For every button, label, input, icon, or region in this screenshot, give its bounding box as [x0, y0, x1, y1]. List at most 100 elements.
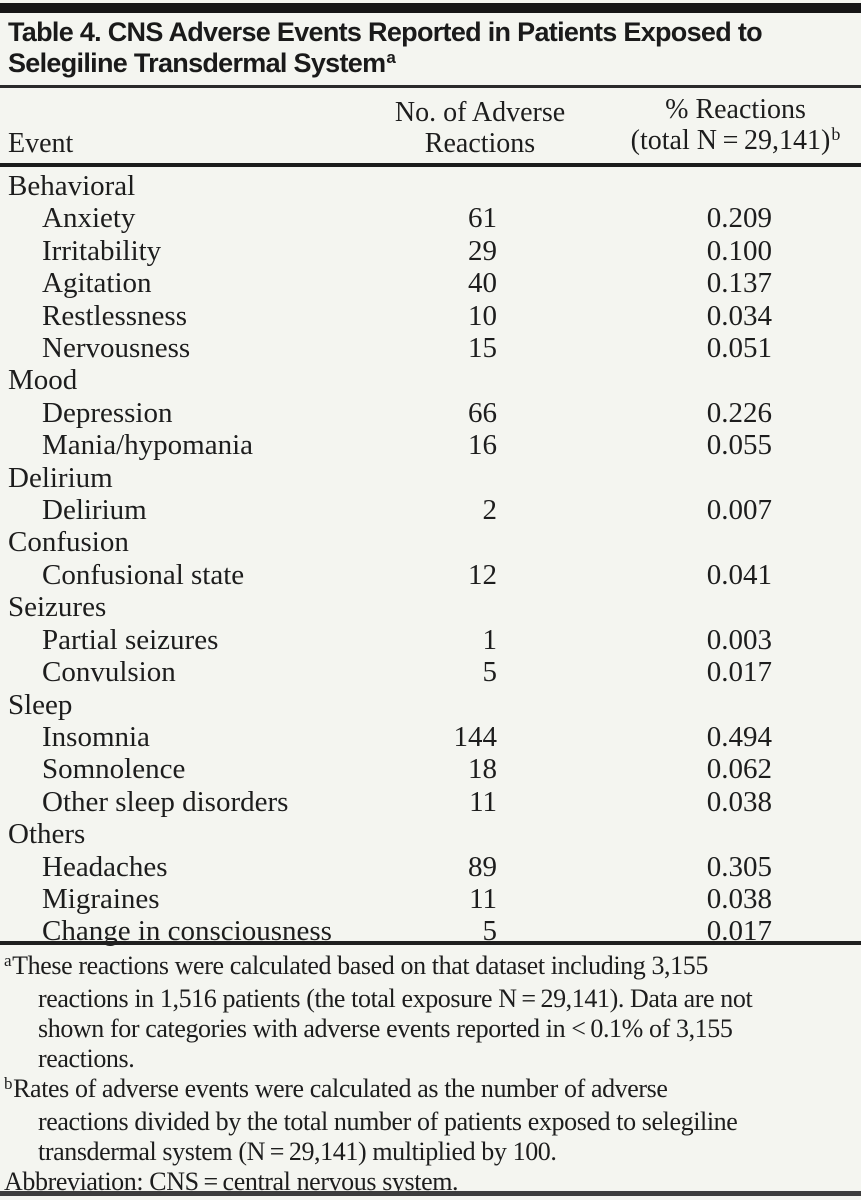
- pct-cell: 0.034: [706, 299, 772, 332]
- column-header-pct-line2: (total N = 29,141)b: [610, 124, 861, 159]
- table-row-item: Depression 66 0.226: [0, 397, 861, 429]
- count-cell: 11: [469, 785, 497, 818]
- footnote-line: reactions divided by the total number of…: [38, 1107, 738, 1136]
- table-title-line1: Table 4. CNS Adverse Events Reported in …: [8, 17, 763, 47]
- event-cell: Convulsion: [42, 656, 176, 689]
- count-cell: 66: [468, 396, 497, 429]
- footnote-line-first: bRates of adverse events were calculated…: [4, 1074, 668, 1103]
- column-header-count-line2: Reactions: [424, 128, 536, 159]
- event-cell: Headaches: [42, 850, 168, 883]
- count-cell: 10: [468, 299, 497, 332]
- table-row-item: Restlessness 10 0.034: [0, 300, 861, 332]
- table-row-category: Delirium: [0, 462, 861, 494]
- event-cell: Seizures: [8, 591, 107, 624]
- event-cell: Nervousness: [42, 332, 191, 365]
- table-row-item: Headaches 89 0.305: [0, 851, 861, 883]
- pct-cell: [610, 462, 861, 494]
- title-footnote-marker: a: [386, 48, 396, 67]
- table-row-item: Partial seizures 1 0.003: [0, 624, 861, 656]
- column-header-count-line1: No. of Adverse: [394, 97, 566, 128]
- pct-cell: [610, 689, 861, 721]
- event-cell: Others: [8, 818, 86, 851]
- count-cell: [350, 591, 610, 623]
- footnote-line: transdermal system (N = 29,141) multipli…: [38, 1137, 557, 1166]
- count-cell: 18: [468, 753, 497, 786]
- footnote-line: reactions.: [38, 1044, 135, 1073]
- title-rule: [0, 85, 861, 88]
- count-cell: 1: [482, 623, 498, 656]
- event-cell: Depression: [42, 396, 173, 429]
- pct-cell: 0.062: [706, 753, 772, 786]
- pct-cell: 0.007: [706, 494, 772, 527]
- footnote-line-first: aThese reactions were calculated based o…: [4, 951, 708, 980]
- event-cell: Sleep: [8, 688, 73, 721]
- event-cell: Delirium: [8, 461, 113, 494]
- event-cell: Irritability: [42, 234, 162, 267]
- count-cell: 40: [468, 267, 497, 300]
- pct-cell: [610, 591, 861, 623]
- table-row-category: Behavioral: [0, 165, 861, 202]
- event-cell: Mania/hypomania: [42, 429, 254, 462]
- table-title: Table 4. CNS Adverse Events Reported in …: [8, 17, 856, 82]
- count-cell: 89: [468, 850, 497, 883]
- event-cell: Migraines: [42, 882, 160, 915]
- event-cell: Behavioral: [8, 170, 136, 202]
- table-row-category: Mood: [0, 364, 861, 396]
- event-cell: Insomnia: [42, 720, 150, 753]
- table-row-item: Delirium 2 0.007: [0, 494, 861, 526]
- count-cell: 16: [468, 429, 497, 462]
- table-row-item: Agitation 40 0.137: [0, 267, 861, 299]
- pct-cell: 0.038: [706, 882, 772, 915]
- table-row-category: Sleep: [0, 689, 861, 721]
- count-cell: [350, 165, 610, 202]
- pct-cell: 0.051: [706, 332, 772, 365]
- table-row-category: Seizures: [0, 591, 861, 623]
- table-row-item: Mania/hypomania 16 0.055: [0, 429, 861, 461]
- column-header-pct: % Reactions (total N = 29,141)b: [610, 90, 861, 167]
- event-cell: Confusional state: [42, 558, 245, 591]
- count-cell: [350, 364, 610, 396]
- column-header-count: No. of Adverse Reactions: [350, 90, 610, 167]
- event-cell: Anxiety: [42, 202, 136, 235]
- event-cell: Other sleep disorders: [42, 785, 289, 818]
- column-header-pct-line2-text: (total N = 29,141): [630, 125, 831, 156]
- count-cell: 29: [468, 234, 497, 267]
- count-cell: [350, 818, 610, 850]
- table-row-category: Confusion: [0, 526, 861, 558]
- table-row-item: Anxiety 61 0.209: [0, 202, 861, 234]
- pct-cell: [610, 165, 861, 202]
- count-cell: [350, 689, 610, 721]
- adverse-events-table: Event No. of Adverse Reactions % Reactio…: [0, 90, 861, 948]
- pct-cell: 0.494: [706, 720, 772, 753]
- pct-cell: [610, 526, 861, 558]
- table-row-item: Confusional state 12 0.041: [0, 559, 861, 591]
- count-cell: 5: [482, 915, 498, 948]
- pct-cell: 0.017: [706, 656, 772, 689]
- pct-cell: 0.226: [706, 396, 772, 429]
- count-cell: 2: [482, 494, 498, 527]
- table-header: Event No. of Adverse Reactions % Reactio…: [0, 90, 861, 167]
- top-rule: [0, 3, 861, 13]
- pct-cell: [610, 364, 861, 396]
- table-title-line2-text: Selegiline Transdermal System: [8, 48, 386, 78]
- count-cell: 5: [482, 656, 498, 689]
- count-cell: [350, 462, 610, 494]
- table-row-item: Migraines 11 0.038: [0, 883, 861, 915]
- event-cell: Somnolence: [42, 753, 186, 786]
- pct-cell: 0.137: [706, 267, 772, 300]
- footnote-marker: b: [4, 1074, 13, 1093]
- pct-cell: 0.038: [706, 785, 772, 818]
- table-row-category: Others: [0, 818, 861, 850]
- count-cell: 12: [468, 558, 497, 591]
- count-cell: 144: [453, 720, 498, 753]
- table-row-item: Irritability 29 0.100: [0, 235, 861, 267]
- event-cell: Delirium: [42, 494, 147, 527]
- pct-cell: [610, 818, 861, 850]
- table-body: Behavioral Anxiety 61 0.209 Irritability 29 0.…: [0, 165, 861, 948]
- count-cell: [350, 526, 610, 558]
- footnote-line: reactions in 1,516 patients (the total e…: [38, 984, 753, 1013]
- pct-cell: 0.209: [706, 202, 772, 235]
- column-header-pct-line1: % Reactions: [665, 94, 806, 125]
- event-cell: Restlessness: [42, 299, 187, 332]
